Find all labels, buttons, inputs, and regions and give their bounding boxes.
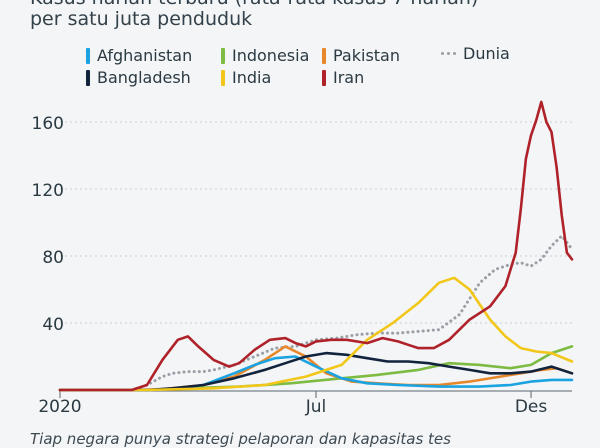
legend-swatch-iran	[322, 69, 326, 86]
chart-title-line-2: per satu juta penduduk	[30, 8, 253, 30]
x-tick-label: 2020	[38, 397, 81, 417]
legend-item-dunia: Dunia	[441, 44, 510, 63]
legend-swatch-bangladesh	[86, 69, 90, 86]
legend-label-indonesia: Indonesia	[232, 46, 310, 65]
legend-label-india: India	[232, 68, 272, 87]
legend-item-india: India	[221, 68, 271, 87]
legend-label-iran: Iran	[333, 68, 365, 87]
legend-item-iran: Iran	[322, 68, 364, 87]
legend-swatch-dunia	[441, 52, 456, 55]
x-tick-label: Jul	[305, 397, 327, 417]
legend-label-afghanistan: Afghanistan	[97, 46, 193, 65]
legend-swatch-pakistan	[322, 47, 326, 64]
series-line-pakistan	[58, 345, 574, 392]
y-tick-label: 80	[42, 248, 64, 268]
series-line-bangladesh	[58, 351, 574, 392]
series-line-dunia	[58, 234, 574, 392]
legend-item-afghanistan: Afghanistan	[86, 46, 192, 65]
legend-swatch-indonesia	[221, 47, 225, 64]
y-tick-label: 160	[32, 114, 64, 134]
footnote: Tiap negara punya strategi pelaporan dan…	[30, 430, 451, 448]
legend-label-pakistan: Pakistan	[333, 46, 400, 65]
legend-item-bangladesh: Bangladesh	[86, 68, 191, 87]
x-tick-label: Des	[515, 397, 548, 417]
chart-title-line-1: Kasus harian terbaru (rata-rata kasus 7 …	[30, 0, 478, 9]
legend-swatch-india	[221, 69, 225, 86]
series-line-india	[58, 276, 574, 392]
legend-label-bangladesh: Bangladesh	[97, 68, 191, 87]
series-line-indonesia	[58, 345, 574, 392]
legend-item-indonesia: Indonesia	[221, 46, 309, 65]
legend-swatch-afghanistan	[86, 47, 90, 64]
y-tick-label: 120	[32, 181, 64, 201]
legend-label-dunia: Dunia	[463, 44, 510, 63]
y-tick-label: 40	[42, 315, 64, 335]
legend-item-pakistan: Pakistan	[322, 46, 400, 65]
series-line-iran	[58, 100, 574, 392]
